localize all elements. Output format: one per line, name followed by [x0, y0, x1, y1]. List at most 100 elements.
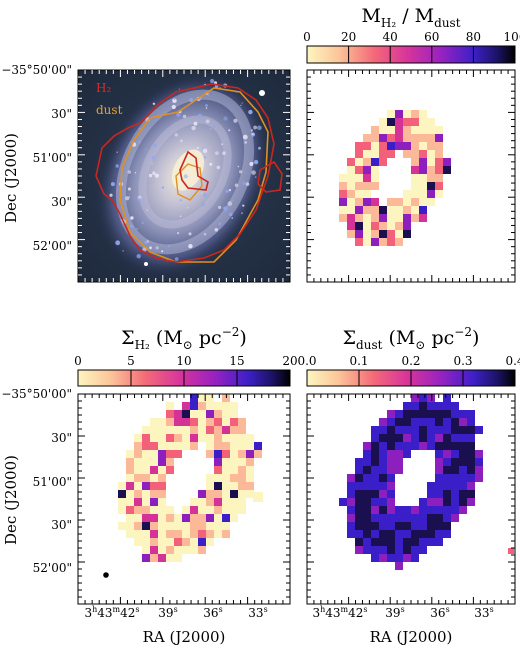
star-knot	[237, 165, 240, 168]
map-pixel	[118, 482, 126, 490]
map-pixel	[419, 150, 427, 158]
map-pixel	[214, 466, 222, 474]
star-knot	[116, 151, 118, 153]
map-pixel	[363, 466, 371, 474]
map-pixel	[411, 206, 419, 214]
map-pixel	[371, 474, 379, 482]
map-pixel	[150, 426, 158, 434]
map-pixel	[435, 442, 443, 450]
map-pixel	[142, 522, 150, 530]
map-pixel	[427, 426, 435, 434]
map-pixel	[395, 522, 403, 530]
map-pixel	[134, 490, 142, 498]
map-pixel	[403, 230, 411, 238]
map-pixel	[435, 182, 443, 190]
map-pixel	[379, 230, 387, 238]
map-pixel	[355, 482, 363, 490]
colorbar-tick-label: 100	[504, 30, 520, 44]
map-pixel	[190, 394, 198, 402]
map-pixel	[387, 198, 395, 206]
map-pixel	[355, 514, 363, 522]
map-pixel	[419, 174, 427, 182]
map-pixel	[363, 238, 371, 246]
map-pixel	[387, 418, 395, 426]
map-pixel	[427, 126, 435, 134]
star-knot	[152, 143, 157, 148]
map-pixel	[355, 546, 363, 554]
map-pixel	[379, 418, 387, 426]
map-pixel	[142, 538, 150, 546]
map-pixel	[174, 410, 182, 418]
map-pixel	[238, 466, 246, 474]
map-pixel	[339, 198, 347, 206]
map-pixel	[403, 198, 411, 206]
map-pixel	[403, 538, 411, 546]
star-knot	[239, 170, 243, 174]
map-pixel	[459, 490, 467, 498]
map-pixel	[182, 442, 190, 450]
sigma-h2-map	[118, 394, 263, 562]
map-pixel	[150, 514, 158, 522]
star-knot	[253, 125, 258, 130]
map-pixel	[355, 190, 363, 198]
map-pixel	[371, 206, 379, 214]
map-pixel	[403, 506, 411, 514]
map-pixel	[238, 426, 246, 434]
star-knot	[127, 170, 132, 174]
map-pixel	[190, 538, 198, 546]
star-knot	[109, 193, 113, 197]
map-pixel	[142, 458, 150, 466]
map-pixel	[182, 402, 190, 410]
map-pixel	[387, 466, 395, 474]
map-pixel	[198, 522, 206, 530]
map-pixel	[379, 126, 387, 134]
map-pixel	[387, 214, 395, 222]
map-pixel	[206, 418, 214, 426]
map-pixel	[355, 198, 363, 206]
map-pixel	[347, 230, 355, 238]
map-pixel	[158, 482, 166, 490]
map-pixel	[379, 482, 387, 490]
sigma-dust-panel: 0.0 0.1 0.2 0.3 0.4 Σdust (M⊙ pc−2)	[297, 325, 520, 605]
map-pixel	[158, 506, 166, 514]
map-pixel	[118, 490, 126, 498]
map-pixel	[403, 410, 411, 418]
map-pixel	[411, 166, 419, 174]
map-pixel	[363, 546, 371, 554]
map-pixel	[451, 498, 459, 506]
map-pixel	[451, 466, 459, 474]
ra-tick-label-first: 3h43m42s	[312, 605, 367, 620]
map-pixel	[222, 442, 230, 450]
map-pixel	[427, 442, 435, 450]
map-pixel	[214, 522, 222, 530]
map-pixel	[411, 418, 419, 426]
h2-inner-contour	[179, 150, 209, 191]
map-pixel	[435, 410, 443, 418]
star-knot	[115, 240, 121, 246]
map-pixel	[230, 426, 238, 434]
map-pixel	[379, 238, 387, 246]
map-pixel	[467, 490, 475, 498]
map-pixel	[371, 482, 379, 490]
map-pixel	[387, 506, 395, 514]
map-pixel	[427, 142, 435, 150]
map-pixel	[435, 126, 443, 134]
map-pixel	[158, 546, 166, 554]
star-knot	[201, 192, 203, 194]
map-pixel	[403, 134, 411, 142]
map-pixel	[150, 506, 158, 514]
map-pixel	[403, 522, 411, 530]
map-pixel	[214, 410, 222, 418]
map-pixel	[427, 394, 435, 402]
map-pixel	[395, 222, 403, 230]
star-knot	[137, 140, 141, 144]
map-pixel	[222, 530, 230, 538]
map-pixel	[166, 402, 174, 410]
map-pixel	[355, 466, 363, 474]
map-pixel	[379, 554, 387, 562]
star-knot	[171, 104, 176, 110]
map-pixel	[435, 474, 443, 482]
map-pixel	[403, 554, 411, 562]
map-pixel	[435, 514, 443, 522]
